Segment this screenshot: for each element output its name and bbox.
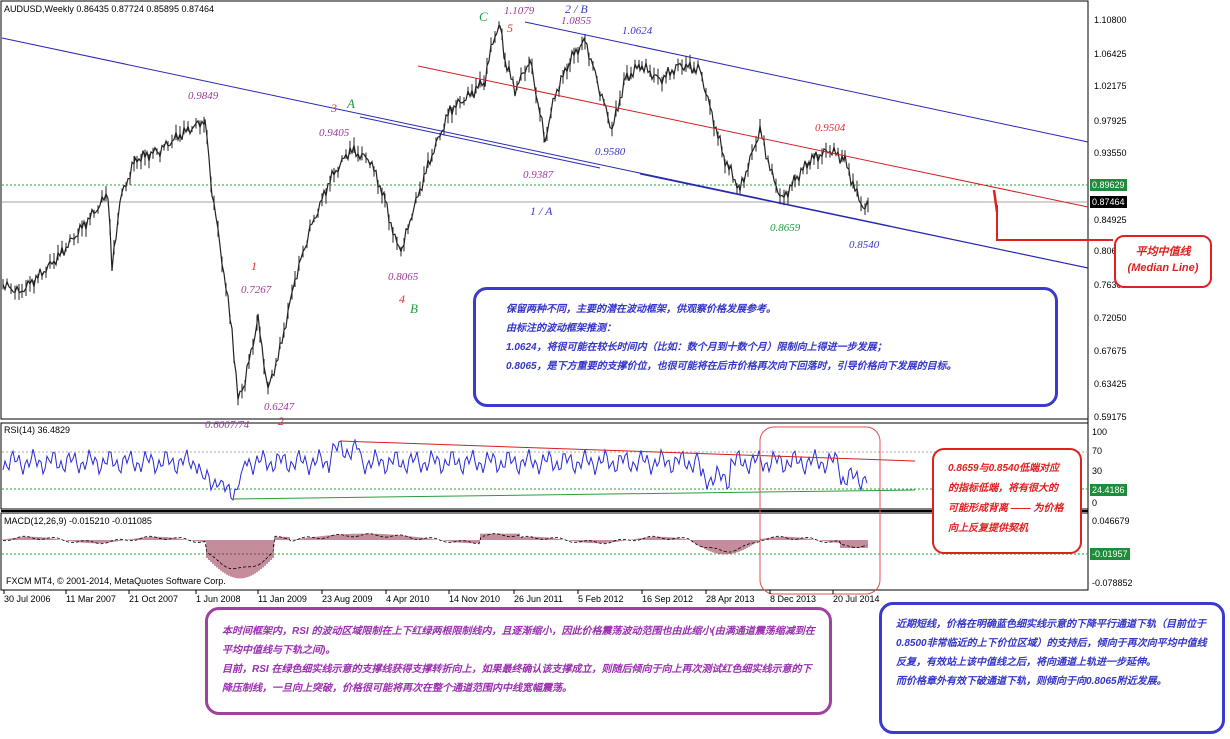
date-label: 8 Dec 2013 (770, 594, 817, 604)
label-0-8540: 0.8540 (849, 239, 880, 251)
price-axis-label: 1.10800 (1094, 15, 1127, 25)
rsi-resistance-line (339, 440, 916, 462)
median-line-title: 平均中值线 (1135, 246, 1191, 258)
date-label: 21 Oct 2007 (129, 594, 179, 604)
rsi-axis-30: 30 (1092, 466, 1103, 476)
date-label: 5 Feb 2012 (578, 594, 624, 604)
rsi-header: RSI(14) 36.4829 (4, 425, 71, 435)
wave-1a: 1 / A (530, 204, 553, 218)
label-0-9504: 0.9504 (815, 122, 846, 134)
price-axis-label: 1.06425 (1094, 49, 1127, 59)
label-0-6007: 0.6007/74 (205, 419, 250, 431)
rsi-support-line (231, 489, 916, 500)
label-1-0855: 1.0855 (561, 15, 592, 27)
rsi-axis-100: 100 (1092, 427, 1108, 437)
label-0-9849: 0.9849 (188, 90, 219, 102)
label-0-9580: 0.9580 (595, 146, 626, 158)
price-axis-label: 0.80675 (1094, 246, 1127, 256)
date-label: 11 Mar 2007 (66, 594, 116, 604)
wave-1: 1 (251, 259, 257, 273)
median-line (417, 65, 1089, 208)
label-0-6247: 0.6247 (264, 401, 295, 413)
rsi-value-box: 24.4186 (1090, 484, 1127, 496)
current-price-box: 0.87464 (1090, 196, 1127, 208)
wave-a: A (347, 96, 355, 111)
divergence-text: 0.8659与0.8540低端对应的指标低端，将有很大的可能形成背离 —— 为价… (948, 463, 1064, 534)
date-label: 23 Aug 2009 (322, 594, 373, 604)
median-line-subtitle: (Median Line) (1127, 262, 1199, 274)
price-axis-label: 0.93550 (1094, 148, 1127, 158)
framework-note: 保留两种不同，主要的潜在波动框架，供观察价格发展参考。 由标注的波动框架推测： … (473, 287, 1058, 407)
date-label: 11 Jan 2009 (258, 594, 307, 604)
framework-line-4: 0.8065，是下方重要的支撑价位，也很可能将在后市价格再次向下回落时，引导价格… (506, 361, 957, 372)
date-label: 16 Sep 2012 (642, 594, 694, 604)
chart-title: AUDUSD,Weekly 0.86435 0.87724 0.85895 0.… (4, 4, 214, 14)
label-0-9405: 0.9405 (319, 127, 350, 139)
label-0-9387: 0.9387 (523, 169, 554, 181)
channel-lower-left (359, 116, 601, 169)
label-0-8065: 0.8065 (388, 271, 419, 283)
rsi-axis-70: 70 (1092, 446, 1103, 456)
date-label: 1 Jun 2008 (196, 594, 241, 604)
date-label: 4 Apr 2010 (386, 594, 430, 604)
short-term-line-2: 而价格章外有效下破通道下轨，则倾向于向0.8065附近发展。 (896, 676, 1167, 687)
macd-axis-top: 0.046679 (1092, 516, 1130, 526)
date-label: 30 Jul 2006 (4, 594, 51, 604)
price-axis-label: 0.67675 (1094, 346, 1127, 356)
macd-header: MACD(12,26,9) -0.015210 -0.011085 (4, 516, 152, 526)
rsi-axis-0: 0 (1092, 498, 1098, 508)
wave-2b: 2 / B (565, 2, 588, 16)
rsi-note-line-2: 目前，RSI 在绿色细实线示意的支撑线获得支撑转折向上，如果最终确认该支撑成立，… (222, 664, 812, 694)
channel-lower-right (639, 173, 1089, 269)
rsi-panel-frame (0, 422, 1089, 510)
wave-c: C (479, 9, 488, 24)
date-ticks (3, 590, 834, 594)
price-axis-label: 0.59175 (1094, 412, 1127, 422)
price-bars (2, 21, 869, 406)
framework-line-3: 1.0624，将很可能在较长时间内（比如：数个月到十数个月）限制向上得进一步发展… (506, 342, 887, 353)
label-0-8659: 0.8659 (770, 222, 801, 234)
label-1-1079: 1.1079 (504, 5, 535, 17)
macd-signal-line (2, 533, 868, 570)
price-axis-label: 0.84925 (1094, 215, 1127, 225)
date-label: 28 Apr 2013 (706, 594, 755, 604)
rsi-note: 本时间框架内，RSI 的波动区域限制在上下红绿两根限制线内，且逐渐缩小，因此价格… (205, 607, 832, 715)
median-pointer-line (996, 205, 1113, 241)
wave-2: 2 (278, 414, 284, 428)
short-term-line-1: 近期短线，价格在明确蓝色细实线示意的下降平行通道下轨（目前位于0.8500非常临… (896, 619, 1207, 668)
label-0-7267: 0.7267 (241, 284, 272, 296)
price-axis-label: 1.02175 (1094, 81, 1127, 91)
price-axis-label: 0.72050 (1094, 313, 1127, 323)
wave-b: B (410, 301, 418, 316)
macd-value-box: -0.01957 (1090, 548, 1130, 560)
wave-5: 5 (507, 21, 513, 35)
price-axis-label: 0.63425 (1094, 379, 1127, 389)
framework-line-1: 保留两种不同，主要的潜在波动框架，供观察价格发展参考。 (506, 304, 776, 315)
level-price-box: 0.89629 (1090, 179, 1127, 191)
copyright: FXCM MT4, © 2001-2014, MetaQuotes Softwa… (6, 576, 226, 586)
macd-histogram (2, 533, 868, 579)
price-axis-label: 0.97925 (1094, 116, 1127, 126)
median-line-callout: 平均中值线 (Median Line) (1114, 235, 1212, 288)
divergence-highlight (759, 426, 881, 595)
price-axis-label: 0.76300 (1094, 280, 1127, 290)
wave-3: 3 (331, 101, 337, 115)
date-label: 20 Jul 2014 (833, 594, 880, 604)
date-label: 26 Jun 2011 (514, 594, 563, 604)
wave-4: 4 (399, 292, 405, 306)
channel-upper (524, 21, 1089, 143)
framework-line-2: 由标注的波动框架推测： (506, 323, 616, 334)
date-label: 14 Nov 2010 (449, 594, 501, 604)
macd-axis-bottom: -0.078852 (1092, 578, 1133, 588)
divergence-callout: 0.8659与0.8540低端对应的指标低端，将有很大的可能形成背离 —— 为价… (932, 448, 1082, 554)
rsi-series (2, 438, 868, 501)
label-1-0624: 1.0624 (622, 25, 653, 37)
short-term-note: 近期短线，价格在明确蓝色细实线示意的下降平行通道下轨（目前位于0.8500非常临… (879, 602, 1225, 734)
rsi-note-line-1: 本时间框架内，RSI 的波动区域限制在上下红绿两根限制线内，且逐渐缩小，因此价格… (222, 626, 815, 656)
